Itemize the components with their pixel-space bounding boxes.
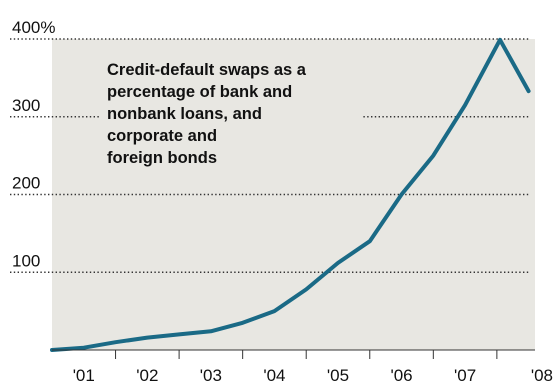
annotation-background: [100, 53, 362, 171]
y-tick-label: 400%: [12, 18, 55, 37]
series-line: [50, 37, 531, 352]
data-point: [431, 154, 435, 158]
data-point: [177, 332, 181, 336]
x-tick-label: '03: [200, 366, 222, 385]
x-tick-label: '01: [73, 366, 95, 385]
chart-annotation: Credit-default swaps as a percentage of b…: [100, 53, 362, 171]
annotation-line: Credit-default swaps as a: [107, 61, 307, 79]
data-point: [241, 321, 245, 325]
data-point: [304, 287, 308, 291]
data-point: [463, 103, 467, 107]
data-point: [336, 261, 340, 265]
x-tick-label: '07: [454, 366, 476, 385]
data-point: [209, 329, 213, 333]
data-point: [145, 336, 149, 340]
annotation-line: nonbank loans, and: [107, 105, 262, 123]
data-point: [368, 239, 372, 243]
annotation-line: corporate and: [107, 127, 217, 145]
annotation-line: foreign bonds: [107, 149, 217, 167]
x-tick-label: '08: [531, 366, 553, 385]
x-tick-label: '06: [390, 366, 412, 385]
x-tick-label: '02: [136, 366, 158, 385]
data-point: [272, 309, 276, 313]
data-point: [498, 38, 502, 42]
data-point: [400, 193, 404, 197]
annotation-line: percentage of bank and: [107, 83, 292, 101]
y-tick-label: 100: [12, 251, 40, 270]
y-tick-label: 200: [12, 174, 40, 193]
data-point: [114, 340, 118, 344]
data-point: [82, 346, 86, 350]
x-tick-label: '05: [327, 366, 349, 385]
x-tick-label: '04: [263, 366, 285, 385]
data-point: [527, 89, 531, 93]
y-tick-label: 300: [12, 96, 40, 115]
x-axis-ticks: '01 '02 '03 '04 '05 '06 '07 '08: [73, 350, 553, 385]
y-axis-tick-labels: 100 200 300 400%: [12, 18, 55, 270]
grid-lines: [10, 38, 530, 273]
